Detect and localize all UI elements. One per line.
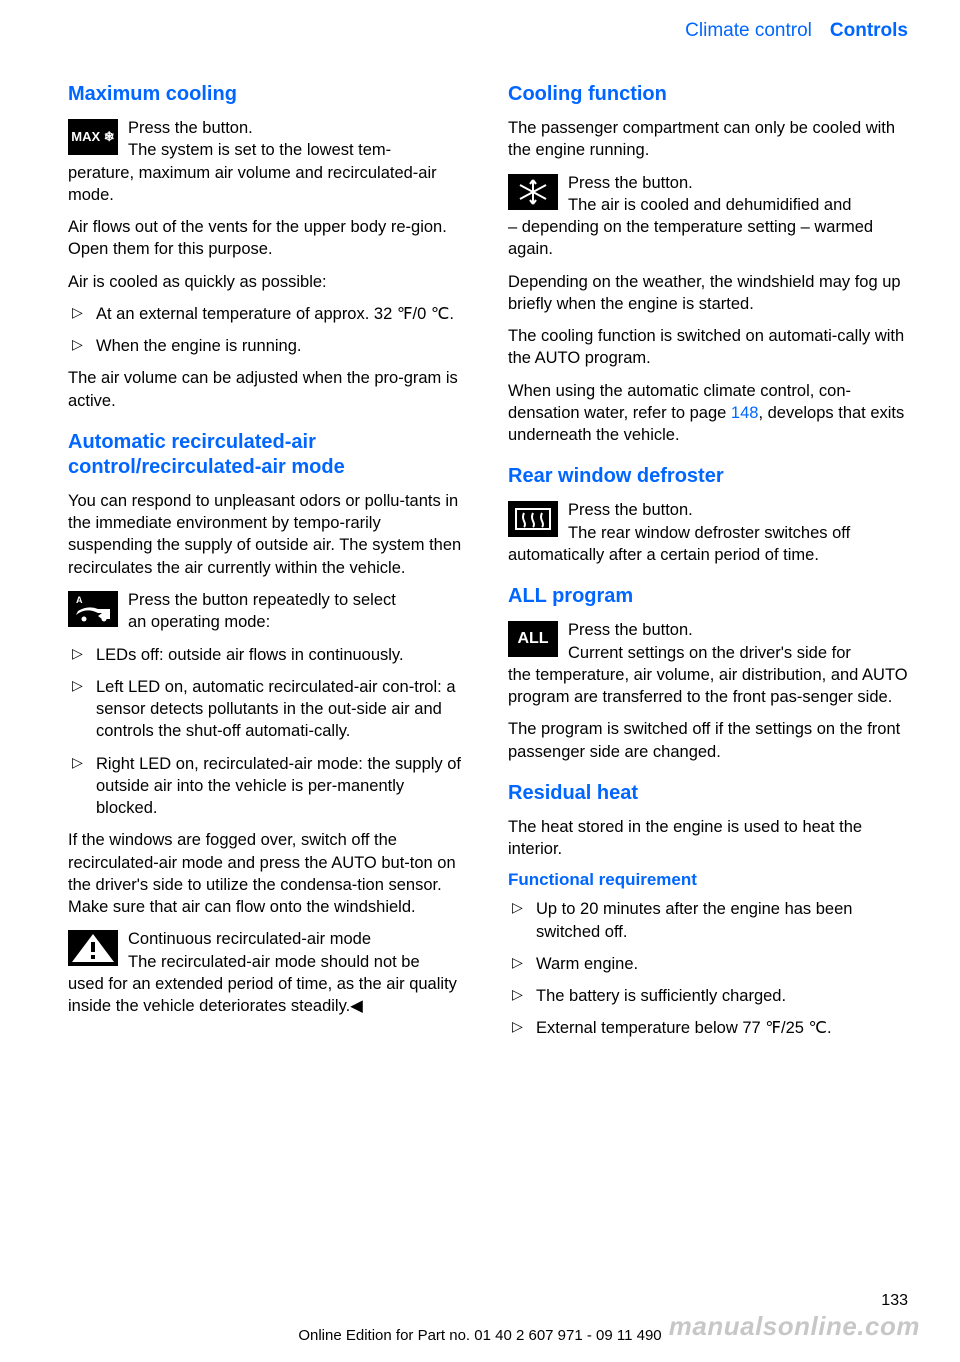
recirculate-icon: A: [68, 591, 118, 627]
cool-icon-para: Press the button. The air is cooled and …: [508, 172, 908, 217]
heading-maximum-cooling: Maximum cooling: [68, 82, 468, 107]
max-p3: Air is cooled as quickly as possible:: [68, 271, 468, 293]
list-item: Right LED on, recirculated-air mode: the…: [68, 753, 468, 820]
cool-icon-line2: The air is cooled and dehumidified and: [568, 196, 851, 214]
list-item: External temperature below 77 ℉/25 ℃.: [508, 1017, 908, 1039]
page-number: 133: [881, 1292, 908, 1310]
list-item: Up to 20 minutes after the engine has be…: [508, 898, 908, 943]
svg-text:A: A: [76, 595, 83, 605]
rear-line2: The rear window defroster switches off: [568, 524, 850, 542]
heading-all-program: ALL program: [508, 584, 908, 609]
cool-p3: The cooling function is switched on auto…: [508, 325, 908, 370]
page-link-148[interactable]: 148: [731, 404, 759, 422]
left-column: Maximum cooling MAX ❄ Press the button. …: [68, 82, 468, 1050]
cool-cont: – depending on the temperature setting –…: [508, 216, 908, 261]
right-column: Cooling function The passenger compartme…: [508, 82, 908, 1050]
list-item: The battery is sufficiently charged.: [508, 985, 908, 1007]
page-header: Climate control Controls: [0, 0, 960, 42]
functional-bullets: Up to 20 minutes after the engine has be…: [508, 898, 908, 1039]
recirc-icon-line2: an operating mode:: [128, 613, 270, 631]
all-p2: The program is switched off if the setti…: [508, 718, 908, 763]
warn-line2: The recirculated-air mode should not be: [128, 953, 420, 971]
recirc-p2: If the windows are fogged over, switch o…: [68, 829, 468, 918]
max-p4: The air volume can be adjusted when the …: [68, 367, 468, 412]
snowflake-icon: [508, 174, 558, 210]
residual-p1: The heat stored in the engine is used to…: [508, 816, 908, 861]
max-cont: perature, maximum air volume and recircu…: [68, 162, 468, 207]
cool-p4: When using the automatic climate control…: [508, 380, 908, 447]
subheading-functional: Functional requirement: [508, 870, 908, 890]
rear-cont: automatically after a certain period of …: [508, 544, 908, 566]
max-line2: The system is set to the lowest tem‐: [128, 141, 391, 159]
all-icon: ALL: [508, 621, 558, 657]
recirc-bullets: LEDs off: outside air flows in continuou…: [68, 644, 468, 820]
list-item: Warm engine.: [508, 953, 908, 975]
cool-p2: Depending on the weather, the windshield…: [508, 271, 908, 316]
warn-line1: Continuous recirculated-air mode: [128, 930, 371, 948]
heading-rear-defroster: Rear window defroster: [508, 464, 908, 489]
recirc-icon-para: A Press the button repeatedly to select …: [68, 589, 468, 634]
heading-residual-heat: Residual heat: [508, 781, 908, 806]
recirc-icon-line1: Press the button repeatedly to select: [128, 591, 396, 609]
all-line1: Press the button.: [568, 621, 693, 639]
list-item: At an external temperature of approx. 32…: [68, 303, 468, 325]
warning-para: Continuous recirculated-air mode The rec…: [68, 928, 468, 973]
cool-icon-line1: Press the button.: [568, 174, 693, 192]
all-cont: the temperature, air volume, air distrib…: [508, 664, 908, 709]
all-line2: Current settings on the driver's side fo…: [568, 644, 851, 662]
list-item: When the engine is running.: [68, 335, 468, 357]
content-area: Maximum cooling MAX ❄ Press the button. …: [0, 42, 960, 1050]
rear-icon-para: Press the button. The rear window defros…: [508, 499, 908, 544]
heading-recirculated: Automatic recirculated-air control/recir…: [68, 430, 468, 480]
recirc-p1: You can respond to unpleasant odors or p…: [68, 490, 468, 579]
max-p2: Air flows out of the vents for the upper…: [68, 216, 468, 261]
rear-line1: Press the button.: [568, 501, 693, 519]
max-cooling-icon-para: MAX ❄ Press the button. The system is se…: [68, 117, 468, 162]
all-icon-para: ALL Press the button. Current settings o…: [508, 619, 908, 664]
warning-icon: [68, 930, 118, 966]
list-item: LEDs off: outside air flows in continuou…: [68, 644, 468, 666]
list-item: Left LED on, automatic recirculated-air …: [68, 676, 468, 743]
max-bullets: At an external temperature of approx. 32…: [68, 303, 468, 358]
rear-defroster-icon: [508, 501, 558, 537]
breadcrumb-section: Climate control: [685, 20, 812, 42]
max-icon: MAX ❄: [68, 119, 118, 155]
max-line1: Press the button.: [128, 119, 253, 137]
heading-cooling-function: Cooling function: [508, 82, 908, 107]
breadcrumb-chapter: Controls: [830, 20, 908, 42]
watermark: manualsonline.com: [669, 1311, 920, 1342]
cool-p1: The passenger compartment can only be co…: [508, 117, 908, 162]
warn-cont: used for an extended period of time, as …: [68, 973, 468, 1018]
